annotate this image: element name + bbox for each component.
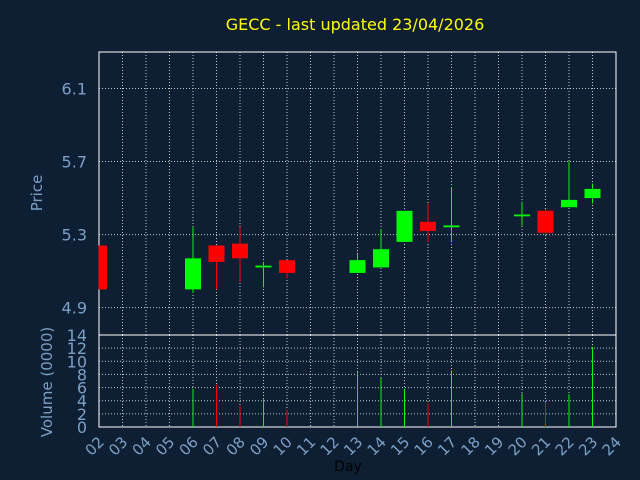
x-axis-label: Day: [334, 459, 362, 475]
candle-body: [373, 249, 389, 268]
x-tick-label: 14: [364, 433, 390, 459]
x-tick-label: 10: [270, 433, 296, 459]
candle-body: [514, 214, 530, 217]
volume-tick-label: 14: [67, 326, 87, 345]
x-tick-label: 16: [411, 433, 437, 459]
x-tick-labels: 0203040506070809101112131415161718192021…: [82, 433, 625, 459]
x-tick-label: 07: [199, 433, 225, 459]
x-tick-label: 23: [575, 433, 601, 459]
price-tick-label: 5.3: [62, 226, 87, 245]
volume-tick-label: 6: [77, 379, 87, 398]
price-tick-label: 4.9: [62, 299, 87, 318]
price-tick-label: 6.1: [62, 80, 87, 99]
x-tick-label: 18: [458, 433, 484, 459]
price-axis-label: Price: [28, 175, 46, 212]
price-gridlines: [99, 52, 616, 335]
volume-bars-layer: [192, 346, 593, 427]
x-tick-label: 21: [528, 433, 554, 459]
x-tick-label: 17: [434, 433, 460, 459]
x-tick-label: 20: [505, 433, 531, 459]
candle-body: [561, 199, 577, 208]
x-tick-label: 24: [599, 433, 625, 459]
candle-body: [443, 225, 460, 228]
candles-layer: [98, 161, 601, 294]
x-tick-label: 05: [152, 433, 178, 459]
x-tick-label: 03: [105, 433, 131, 459]
candle-body: [232, 243, 248, 259]
volume-tick-label: 0: [77, 418, 87, 437]
x-tick-label: 11: [293, 433, 319, 459]
x-tick-label: 15: [387, 433, 413, 459]
volume-axis-label: Volume (0000): [38, 327, 56, 437]
candle-body: [99, 245, 107, 290]
price-tick-label: 5.7: [62, 153, 87, 172]
candle-body: [420, 221, 436, 231]
x-tick-label: 12: [317, 433, 343, 459]
x-tick-label: 09: [246, 433, 272, 459]
chart-title: GECC - last updated 23/04/2026: [226, 15, 485, 34]
candle-body: [396, 210, 413, 242]
volume-tick-label: 2: [77, 405, 87, 424]
x-tick-label: 22: [552, 433, 578, 459]
x-tick-label: 08: [223, 433, 249, 459]
candle-body: [279, 260, 295, 273]
x-tick-label: 13: [340, 433, 366, 459]
price-tick-labels: 4.9 5.3 5.7 6.1: [62, 80, 87, 318]
volume-tick-label: 4: [77, 392, 87, 411]
candle-body: [537, 210, 554, 233]
volume-tick-label: 10: [67, 352, 87, 371]
x-tick-label: 02: [82, 433, 108, 459]
volume-tick-label: 8: [77, 365, 87, 384]
candle-body: [208, 245, 225, 262]
x-tick-label: 19: [481, 433, 507, 459]
x-tick-label: 06: [176, 433, 202, 459]
candle-body: [349, 260, 366, 273]
x-tick-label: 04: [129, 433, 155, 459]
candle-body: [185, 258, 201, 290]
candle-body: [255, 265, 272, 268]
candle-body: [584, 188, 601, 199]
volume-tick-label: 12: [67, 339, 87, 358]
